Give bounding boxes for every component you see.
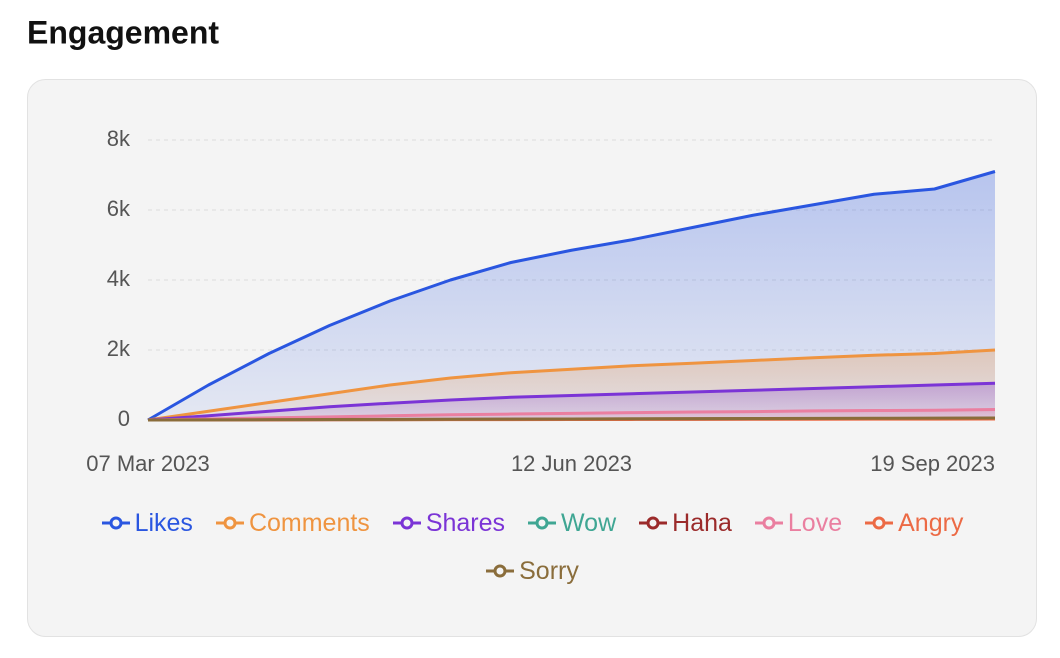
- line: [147, 381, 996, 422]
- x-tick-label: 19 Sep 2023: [870, 451, 995, 476]
- y-tick-label: 0: [118, 406, 130, 431]
- legend-icon: [215, 516, 244, 530]
- legend-label: Comments: [248, 508, 370, 537]
- legend-item[interactable]: Shares: [392, 505, 505, 541]
- legend-item[interactable]: Haha: [638, 505, 732, 541]
- legend-item[interactable]: Sorry: [485, 553, 579, 589]
- x-tick-label: 12 Jun 2023: [511, 451, 632, 476]
- y-tick-label: 2k: [107, 336, 131, 361]
- legend-icon: [865, 516, 894, 530]
- legend-icon: [754, 516, 783, 530]
- legend-item[interactable]: Likes: [101, 505, 193, 541]
- legend-label: Wow: [561, 508, 617, 537]
- line: [147, 348, 996, 422]
- legend-item[interactable]: Comments: [215, 505, 370, 541]
- legend-dot: [223, 516, 237, 530]
- legend-item[interactable]: Love: [754, 505, 842, 541]
- legend-icon: [101, 516, 130, 530]
- legend-icon: [528, 516, 557, 530]
- legend: Likes Comments Shares Wow Haha Love Angry Sorry: [60, 505, 1004, 589]
- y-tick-label: 4k: [107, 266, 131, 291]
- y-tick-label: 8k: [107, 126, 131, 151]
- legend-dot: [872, 516, 886, 530]
- legend-dot: [535, 516, 549, 530]
- line: [147, 416, 996, 422]
- legend-label: Sorry: [519, 556, 579, 585]
- chart-title: Engagement: [27, 14, 219, 50]
- line: [147, 170, 996, 422]
- legend-label: Angry: [898, 508, 964, 537]
- legend-icon: [639, 516, 668, 530]
- legend-dot: [400, 516, 414, 530]
- legend-label: Likes: [134, 508, 193, 537]
- legend-item[interactable]: Angry: [864, 505, 963, 541]
- legend-dot: [493, 564, 507, 578]
- x-tick-label: 07 Mar 2023: [86, 451, 210, 476]
- legend-label: Love: [787, 508, 843, 537]
- legend-dot: [646, 516, 660, 530]
- legend-icon: [392, 516, 421, 530]
- legend-label: Haha: [672, 508, 732, 537]
- line: [147, 408, 996, 422]
- plot: 0 2k 4k 6k 8k 07 Mar 2023 12 Jun 2023 19 Sep 20…: [86, 126, 996, 476]
- legend-item[interactable]: Wow: [527, 505, 616, 541]
- legend-dot: [109, 516, 123, 530]
- legend-icon: [486, 564, 515, 578]
- legend-dot: [762, 516, 776, 530]
- legend-label: Shares: [425, 508, 506, 537]
- y-tick-label: 6k: [107, 196, 131, 221]
